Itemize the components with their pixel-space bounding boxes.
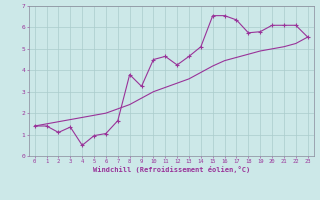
X-axis label: Windchill (Refroidissement éolien,°C): Windchill (Refroidissement éolien,°C): [92, 166, 250, 173]
